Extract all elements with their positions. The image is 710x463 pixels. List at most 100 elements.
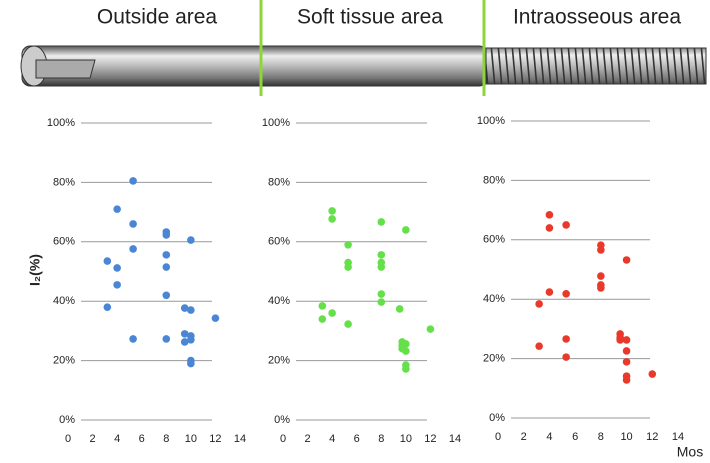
x-tick-label: 14 bbox=[234, 433, 246, 445]
x-tick-label: 12 bbox=[209, 433, 221, 445]
x-tick-label: 2 bbox=[90, 433, 96, 445]
y-tick-label: 60% bbox=[483, 234, 505, 246]
y-tick-label: 60% bbox=[53, 236, 75, 248]
point bbox=[562, 221, 570, 229]
y-tick-label: 60% bbox=[268, 236, 290, 248]
point bbox=[597, 272, 605, 280]
x-tick-label: 8 bbox=[163, 433, 169, 445]
point bbox=[180, 338, 189, 346]
y-tick-label: 0% bbox=[489, 412, 505, 424]
point bbox=[162, 291, 171, 300]
x-tick-label: 4 bbox=[114, 433, 120, 445]
x-axis-label: Mos bbox=[677, 444, 703, 460]
point bbox=[328, 215, 336, 223]
y-tick-label: 80% bbox=[483, 174, 505, 186]
point bbox=[597, 246, 605, 254]
pin-illustration bbox=[20, 0, 707, 96]
point bbox=[545, 211, 554, 219]
x-tick-label: 12 bbox=[424, 433, 436, 445]
y-axis-label: I₂(%) bbox=[27, 254, 43, 286]
point bbox=[562, 335, 570, 343]
y-tick-label: 80% bbox=[268, 176, 290, 188]
x-tick-label: 6 bbox=[572, 431, 578, 443]
point bbox=[344, 240, 352, 249]
point bbox=[187, 306, 195, 314]
x-tick-label: 8 bbox=[378, 433, 384, 445]
point bbox=[622, 358, 631, 366]
x-tick-label: 2 bbox=[305, 433, 311, 445]
point bbox=[622, 376, 631, 384]
x-tick-label: 14 bbox=[449, 433, 461, 445]
point bbox=[622, 347, 631, 355]
x-tick-label: 14 bbox=[672, 431, 684, 443]
point bbox=[328, 309, 336, 317]
point bbox=[187, 236, 195, 244]
point bbox=[103, 257, 112, 265]
point bbox=[211, 314, 220, 322]
y-tick-label: 20% bbox=[53, 355, 75, 367]
y-tick-label: 100% bbox=[477, 115, 505, 127]
point bbox=[395, 305, 404, 313]
x-tick-label: 0 bbox=[65, 433, 71, 445]
point bbox=[535, 342, 543, 350]
x-tick-label: 10 bbox=[620, 431, 632, 443]
y-tick-label: 40% bbox=[53, 295, 75, 307]
point bbox=[113, 264, 121, 272]
x-tick-label: 6 bbox=[354, 433, 360, 445]
point bbox=[426, 325, 435, 333]
point bbox=[648, 370, 657, 378]
point bbox=[129, 177, 137, 185]
point bbox=[377, 263, 386, 271]
point bbox=[318, 302, 327, 310]
point bbox=[377, 251, 386, 259]
point bbox=[318, 315, 327, 323]
y-tick-label: 100% bbox=[47, 117, 75, 129]
x-tick-label: 4 bbox=[546, 431, 552, 443]
x-tick-label: 2 bbox=[521, 431, 527, 443]
x-tick-label: 10 bbox=[400, 433, 412, 445]
point bbox=[402, 340, 410, 348]
point bbox=[402, 347, 410, 355]
point bbox=[129, 220, 137, 228]
point bbox=[622, 336, 631, 344]
point bbox=[402, 365, 410, 373]
x-tick-label: 8 bbox=[598, 431, 604, 443]
x-tick-label: 12 bbox=[646, 431, 658, 443]
y-tick-label: 100% bbox=[262, 117, 290, 129]
point bbox=[377, 218, 386, 226]
point bbox=[113, 205, 121, 213]
point bbox=[187, 359, 195, 368]
point bbox=[162, 335, 171, 343]
x-tick-label: 6 bbox=[139, 433, 145, 445]
y-tick-label: 0% bbox=[59, 414, 75, 426]
point bbox=[402, 226, 410, 234]
x-tick-label: 0 bbox=[495, 431, 501, 443]
x-tick-label: 4 bbox=[329, 433, 335, 445]
point bbox=[180, 330, 189, 338]
point bbox=[597, 284, 605, 292]
point bbox=[129, 245, 137, 253]
section-title: Soft tissue area bbox=[297, 6, 443, 29]
point bbox=[344, 320, 352, 328]
point bbox=[103, 303, 112, 311]
point bbox=[129, 335, 137, 343]
point bbox=[162, 263, 171, 271]
point bbox=[545, 288, 554, 296]
point bbox=[622, 256, 631, 264]
point bbox=[162, 231, 171, 239]
section-title: Intraosseous area bbox=[513, 6, 681, 29]
point bbox=[616, 336, 624, 344]
section-title: Outside area bbox=[97, 6, 218, 29]
y-tick-label: 20% bbox=[268, 355, 290, 367]
point bbox=[535, 300, 543, 308]
point bbox=[162, 251, 171, 259]
y-tick-label: 40% bbox=[483, 293, 505, 305]
point bbox=[328, 207, 336, 215]
x-tick-label: 10 bbox=[185, 433, 197, 445]
y-tick-label: 0% bbox=[274, 414, 290, 426]
point bbox=[377, 290, 386, 298]
y-tick-label: 20% bbox=[483, 353, 505, 365]
point bbox=[344, 263, 352, 271]
point bbox=[113, 281, 121, 289]
